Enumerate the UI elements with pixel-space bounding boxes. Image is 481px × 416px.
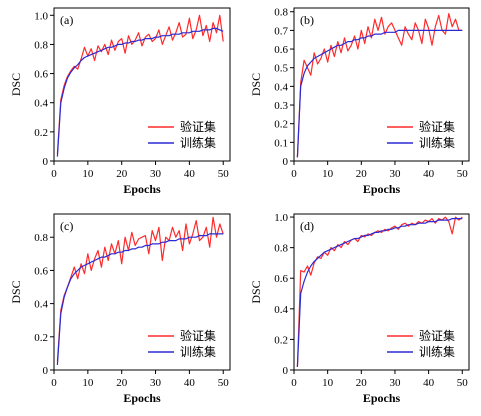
legend-label: 验证集 xyxy=(180,119,216,134)
y-axis-label: DSC xyxy=(9,73,23,96)
y-tick-label: 0.1 xyxy=(274,137,288,149)
y-tick-label: 0.6 xyxy=(34,69,48,81)
series-line-training xyxy=(56,233,224,366)
x-tick-label: 0 xyxy=(51,168,57,180)
chart-panel-3: (c) 0 10 20 30 40 50 0 0.2 0.4 0.6 0.8 Epochs DSC 验证集训… xyxy=(9,213,231,405)
y-tick-label: 0.5 xyxy=(274,63,288,75)
y-tick-label: 0.8 xyxy=(274,243,288,255)
x-tick-label: 10 xyxy=(82,168,94,180)
x-tick-label: 10 xyxy=(322,377,334,389)
legend-label: 验证集 xyxy=(419,119,455,134)
y-tick-label: 0.4 xyxy=(274,81,288,93)
y-tick-label: 0.4 xyxy=(34,299,48,311)
x-tick-label: 30 xyxy=(389,377,401,389)
y-tick-label: 0.6 xyxy=(34,265,48,277)
y-tick-label: 0.2 xyxy=(34,127,48,139)
legend-label: 训练集 xyxy=(419,344,455,359)
y-tick-label: 0.2 xyxy=(274,119,288,131)
x-tick-label: 40 xyxy=(423,168,435,180)
x-tick-label: 40 xyxy=(423,377,435,389)
panel-label: (d) xyxy=(300,219,314,233)
panel-label: (a) xyxy=(60,13,73,27)
panel-label: (c) xyxy=(60,219,73,233)
plot-frame xyxy=(293,213,470,371)
legend-label: 验证集 xyxy=(180,328,216,343)
x-tick-label: 0 xyxy=(51,377,57,389)
series-line-validation xyxy=(56,216,224,362)
y-axis-label: DSC xyxy=(9,280,23,303)
y-tick-label: 0 xyxy=(283,156,289,168)
plot-frame xyxy=(53,7,231,162)
legend-label: 训练集 xyxy=(419,135,455,150)
y-tick-label: 0.2 xyxy=(274,334,288,346)
y-tick-label: 0 xyxy=(283,365,289,377)
y-tick-label: 0.4 xyxy=(34,98,48,110)
y-tick-label: 0 xyxy=(43,365,49,377)
y-axis-label: DSC xyxy=(249,73,263,96)
x-tick-label: 40 xyxy=(184,168,196,180)
x-axis-label: Epochs xyxy=(363,391,401,405)
y-tick-label: 0.7 xyxy=(274,25,288,37)
y-tick-label: 0.2 xyxy=(34,332,48,344)
x-tick-label: 0 xyxy=(291,377,297,389)
series-line-training xyxy=(296,29,463,158)
x-tick-label: 10 xyxy=(82,377,94,389)
series-line-training xyxy=(296,218,463,367)
x-tick-label: 0 xyxy=(291,168,297,180)
x-tick-label: 50 xyxy=(457,377,469,389)
x-tick-label: 20 xyxy=(116,377,128,389)
x-tick-label: 30 xyxy=(150,377,162,389)
chart-panel-4: (d) 0 10 20 30 40 50 0 0.2 0.4 0.6 0.8 1.0 Epochs DSC 验… xyxy=(249,212,470,405)
x-tick-label: 50 xyxy=(218,377,230,389)
x-tick-label: 50 xyxy=(457,168,469,180)
x-tick-label: 10 xyxy=(322,168,334,180)
y-tick-label: 0.6 xyxy=(274,273,288,285)
legend-label: 训练集 xyxy=(180,344,216,359)
x-axis-label: Epochs xyxy=(363,182,401,196)
legend-label: 训练集 xyxy=(180,135,216,150)
legend-label: 验证集 xyxy=(419,328,455,343)
y-tick-label: 0.6 xyxy=(274,44,288,56)
x-tick-label: 40 xyxy=(184,377,196,389)
y-axis-label: DSC xyxy=(249,280,263,303)
y-tick-label: 0.4 xyxy=(274,304,288,316)
y-tick-label: 0.3 xyxy=(274,100,288,112)
x-tick-label: 20 xyxy=(356,377,368,389)
x-axis-label: Epochs xyxy=(123,391,161,405)
y-tick-label: 0.8 xyxy=(34,39,48,51)
chart-panel-2: (b) 0 10 20 30 40 50 0 0.1 0.2 0.3 0.4 0.5 0.6 0.7 0.8 E… xyxy=(249,7,470,196)
y-tick-label: 0.8 xyxy=(274,7,288,19)
plot-frame xyxy=(293,7,470,162)
x-axis-label: Epochs xyxy=(123,182,161,196)
chart-panel-1: (a) 0 10 20 30 40 50 0 0.2 0.4 0.6 0.8 1.0 Epochs DSC 验… xyxy=(9,7,231,196)
series-line-training xyxy=(56,27,224,157)
x-tick-label: 30 xyxy=(389,168,401,180)
x-tick-label: 20 xyxy=(356,168,368,180)
y-tick-label: 0.8 xyxy=(34,232,48,244)
y-tick-label: 1.0 xyxy=(34,10,48,22)
x-tick-label: 20 xyxy=(116,168,128,180)
y-tick-label: 1.0 xyxy=(274,212,288,224)
panel-label: (b) xyxy=(300,13,314,27)
y-tick-label: 0 xyxy=(43,156,49,168)
plot-frame xyxy=(53,213,231,371)
x-tick-label: 50 xyxy=(218,168,230,180)
x-tick-label: 30 xyxy=(150,168,162,180)
